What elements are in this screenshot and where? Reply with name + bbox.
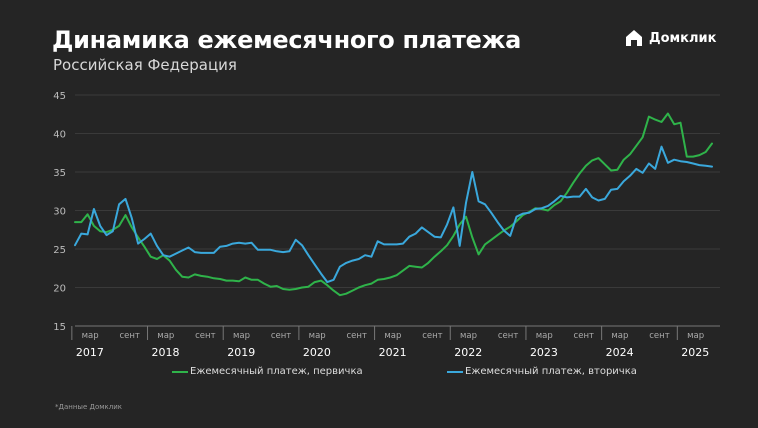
month-tick-label: сент — [271, 331, 291, 341]
month-tick-label: сент — [119, 331, 139, 341]
month-tick-label: мар — [687, 331, 704, 341]
legend-label-primary: Ежемесячный платеж, первичка — [190, 366, 363, 377]
page-title: Динамика ежемесячного платежа — [52, 26, 522, 54]
logo-text: Домклик — [649, 30, 717, 46]
legend-item-secondary: Ежемесячный платеж, вторичка — [447, 366, 637, 377]
year-label: 2017 — [76, 346, 104, 359]
month-tick-label: мар — [611, 331, 628, 341]
series-line-secondary — [74, 145, 713, 284]
month-tick-label: сент — [498, 331, 518, 341]
legend-item-primary: Ежемесячный платеж, первичка — [172, 366, 363, 377]
month-tick-label: мар — [460, 331, 477, 341]
year-label: 2022 — [454, 346, 482, 359]
legend-swatch-primary — [172, 370, 188, 373]
y-tick-label: 20 — [53, 284, 66, 295]
month-tick-label: мар — [82, 331, 99, 341]
month-tick-label: сент — [649, 331, 669, 341]
year-label: 2024 — [606, 346, 634, 359]
footnote: *Данные Домклик — [55, 403, 122, 411]
year-label: 2020 — [303, 346, 331, 359]
month-tick-label: мар — [233, 331, 250, 341]
y-tick-label: 30 — [53, 207, 66, 218]
legend-label-secondary: Ежемесячный платеж, вторичка — [465, 366, 637, 377]
month-tick-label: мар — [384, 331, 401, 341]
year-label: 2018 — [152, 346, 180, 359]
domclick-logo: Домклик — [624, 28, 716, 48]
page-subtitle: Российская Федерация — [53, 56, 237, 74]
month-tick-label: мар — [309, 331, 326, 341]
month-tick-label: мар — [536, 331, 553, 341]
year-label: 2021 — [379, 346, 407, 359]
house-icon — [626, 30, 642, 46]
month-tick-label: сент — [422, 331, 442, 341]
y-tick-label: 40 — [53, 130, 66, 141]
y-tick-label: 45 — [53, 91, 66, 102]
y-tick-label: 35 — [53, 168, 66, 179]
month-tick-label: сент — [195, 331, 215, 341]
year-label: 2025 — [681, 346, 709, 359]
month-tick-label: мар — [157, 331, 174, 341]
month-tick-label: сент — [574, 331, 594, 341]
year-label: 2023 — [530, 346, 558, 359]
legend-swatch-secondary — [447, 370, 463, 373]
series-line-primary — [74, 112, 713, 297]
month-tick-label: сент — [347, 331, 367, 341]
y-tick-label: 25 — [53, 245, 66, 256]
y-tick-label: 15 — [53, 322, 66, 333]
year-label: 2019 — [227, 346, 255, 359]
